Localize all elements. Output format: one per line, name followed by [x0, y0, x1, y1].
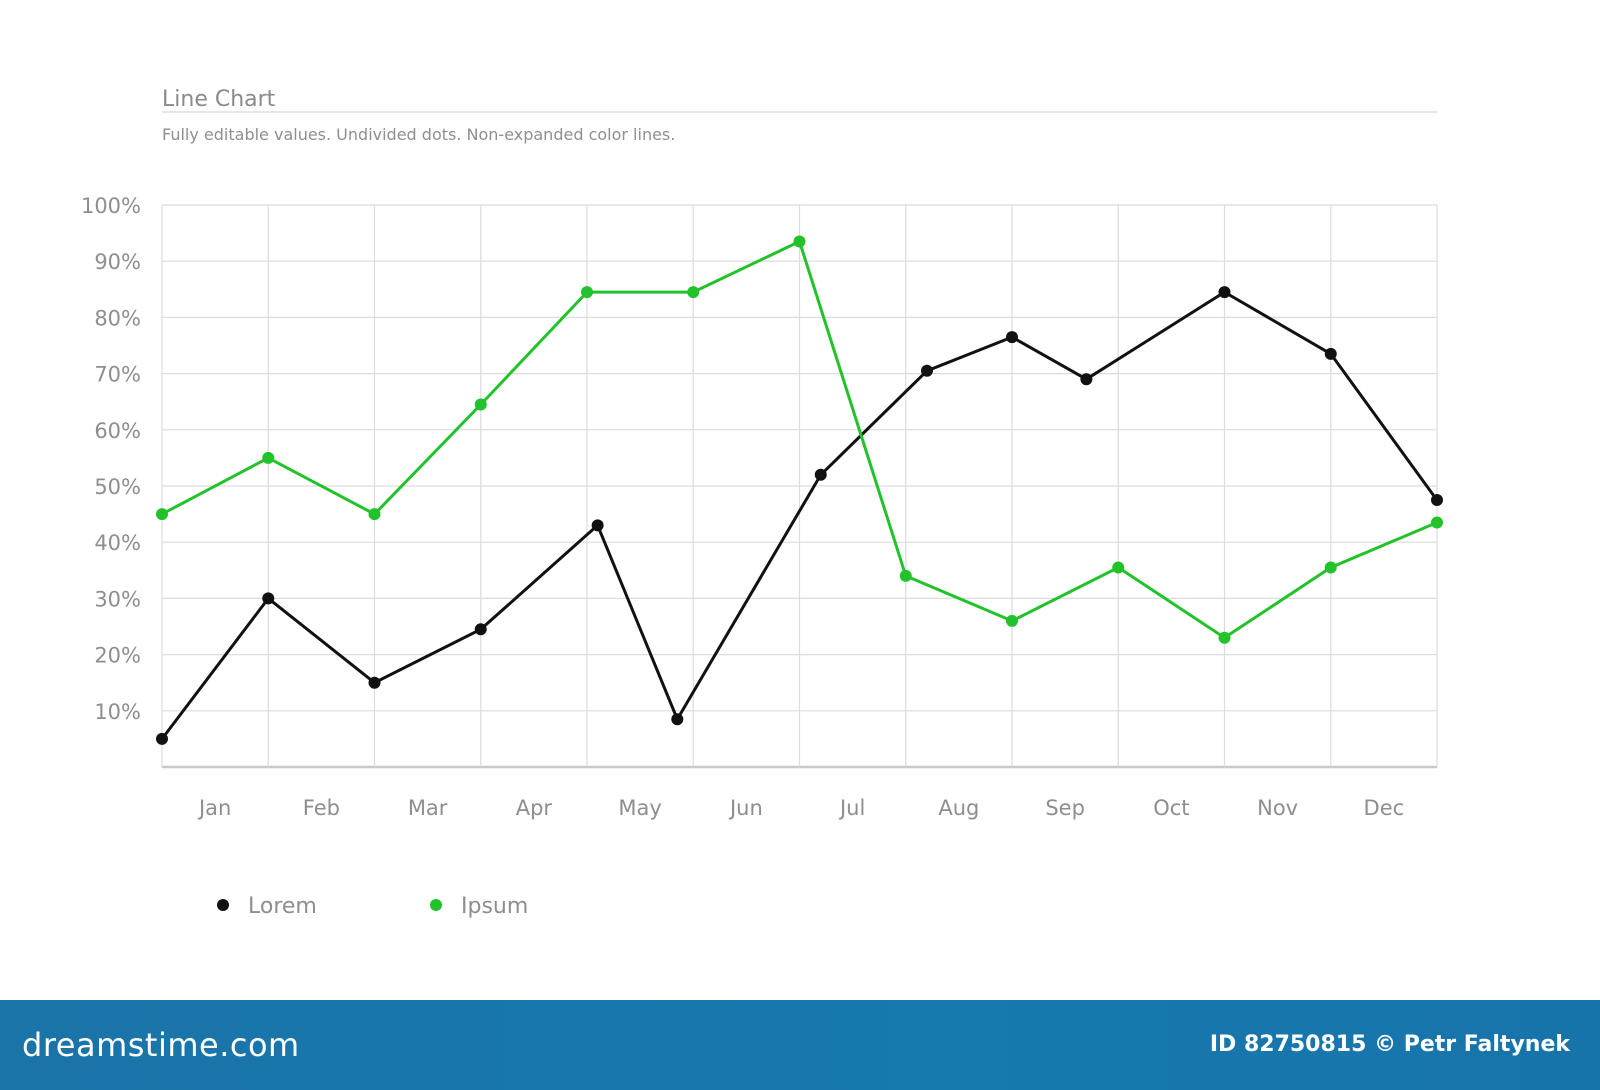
series-lorem — [156, 286, 1443, 745]
data-point-lorem — [1218, 286, 1231, 299]
legend-marker-lorem — [217, 899, 229, 911]
x-tick-label: Sep — [1045, 796, 1085, 820]
x-tick-label: Nov — [1257, 796, 1298, 820]
y-tick-label: 30% — [94, 587, 141, 611]
data-point-lorem — [1080, 373, 1093, 386]
data-point-lorem — [921, 364, 933, 377]
chart-subtitle: Fully editable values. Undivided dots. N… — [162, 125, 675, 144]
y-tick-label: 90% — [94, 250, 141, 274]
legend: Lorem Ipsum — [217, 894, 528, 919]
series-ipsum — [156, 235, 1443, 644]
data-point-ipsum — [1218, 631, 1231, 644]
footer-logo: dreamstime.com — [22, 1026, 300, 1064]
x-tick-label: Jan — [197, 796, 231, 820]
legend-marker-ipsum — [430, 899, 442, 911]
x-tick-label: Mar — [408, 796, 448, 820]
y-tick-label: 70% — [94, 363, 141, 387]
data-point-ipsum — [262, 451, 275, 464]
x-tick-label: Jul — [838, 796, 865, 820]
x-tick-label: Aug — [938, 796, 979, 820]
data-point-lorem — [156, 732, 168, 745]
y-tick-label: 10% — [94, 700, 141, 724]
data-point-ipsum — [581, 286, 593, 299]
footer-credit: ID 82750815 © Petr Faltynek — [1209, 1032, 1570, 1057]
data-point-lorem — [1006, 331, 1018, 344]
y-tick-label: 80% — [94, 306, 141, 330]
data-point-lorem — [814, 468, 827, 481]
data-point-ipsum — [1324, 561, 1337, 574]
grid — [161, 204, 1438, 769]
x-tick-label: Jun — [728, 796, 763, 820]
data-point-ipsum — [1006, 614, 1018, 627]
data-point-lorem — [671, 713, 684, 726]
legend-label-ipsum: Ipsum — [461, 894, 528, 919]
y-tick-label: 40% — [94, 531, 141, 555]
y-tick-label: 20% — [94, 644, 141, 668]
line-chart: Line Chart Fully editable values. Undivi… — [81, 87, 1443, 919]
x-tick-label: May — [618, 796, 661, 820]
y-axis-ticks: 10% 20% 30% 40% 50% 60% 70% 80% 90% 100% — [81, 194, 141, 724]
data-point-ipsum — [899, 569, 912, 582]
data-point-ipsum — [1431, 516, 1443, 529]
data-point-ipsum — [1112, 561, 1125, 574]
data-point-lorem — [591, 519, 604, 532]
x-tick-label: Dec — [1364, 796, 1405, 820]
y-tick-label: 60% — [94, 419, 141, 443]
x-tick-label: Feb — [303, 796, 340, 820]
data-point-lorem — [1431, 494, 1443, 507]
data-point-ipsum — [156, 508, 168, 521]
y-tick-label: 100% — [81, 194, 141, 218]
data-point-ipsum — [793, 235, 806, 248]
data-point-lorem — [474, 623, 487, 636]
data-point-lorem — [1324, 347, 1337, 360]
legend-label-lorem: Lorem — [248, 894, 317, 919]
data-point-ipsum — [368, 508, 381, 521]
data-point-ipsum — [687, 286, 700, 299]
x-tick-label: Oct — [1153, 796, 1189, 820]
footer-bar: dreamstime.com ID 82750815 © Petr Faltyn… — [0, 1000, 1600, 1090]
data-point-lorem — [262, 592, 275, 605]
x-axis-ticks: Jan Feb Mar Apr May Jun Jul Aug Sep Oct Nov Dec — [197, 796, 1404, 820]
x-tick-label: Apr — [516, 796, 553, 820]
chart-title: Line Chart — [162, 87, 276, 112]
data-point-lorem — [368, 676, 381, 689]
data-point-ipsum — [474, 398, 487, 411]
y-tick-label: 50% — [94, 475, 141, 499]
series-layer — [156, 235, 1443, 745]
